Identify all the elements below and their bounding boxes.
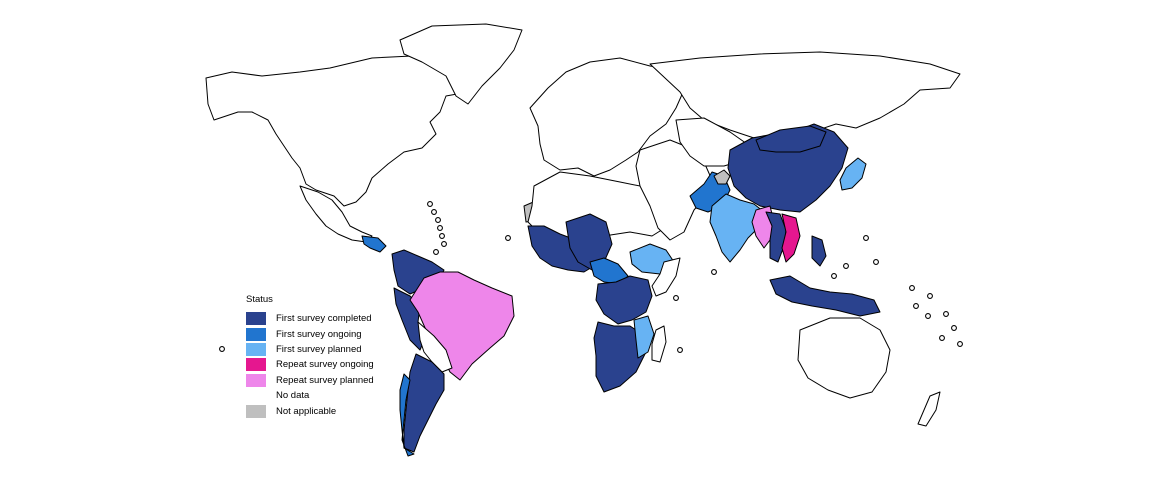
legend-item-repeat-survey-planned: Repeat survey planned [246,373,426,388]
region-india [709,193,765,263]
legend-item-repeat-survey-ongoing: Repeat survey ongoing [246,357,426,372]
legend-swatch [246,312,266,326]
island-marker [939,335,945,341]
island-marker [435,217,441,223]
island-marker [951,325,957,331]
island-marker [427,201,433,207]
region-somalia [651,257,681,297]
region-japan [839,157,867,191]
legend-items: First survey completed First survey ongoi… [246,311,426,419]
small-island-markers [219,201,963,353]
region-greenland [399,23,523,105]
legend-item-first-survey-completed: First survey completed [246,311,426,326]
legend-swatch [246,358,266,372]
legend-swatch [246,327,266,341]
island-marker [441,241,447,247]
map-legend: Status First survey completed First surve… [246,294,426,419]
legend-swatch [246,373,266,387]
region-australia [797,317,891,399]
island-marker [711,269,717,275]
region-brazil [409,271,515,381]
legend-item-first-survey-planned: First survey planned [246,342,426,357]
legend-label: First survey completed [276,313,372,325]
island-marker [927,293,933,299]
legend-label: Repeat survey ongoing [276,359,374,371]
legend-label: First survey planned [276,343,362,355]
island-marker [219,346,225,352]
region-central-america [361,235,387,253]
island-marker [431,209,437,215]
legend-label: Not applicable [276,405,337,417]
region-chile [399,373,415,457]
island-marker [943,311,949,317]
island-marker [863,235,869,241]
island-marker [505,235,511,241]
region-new-zealand [917,391,941,427]
region-mongolia [755,125,827,153]
legend-label: Repeat survey planned [276,374,374,386]
island-marker [913,303,919,309]
island-marker [843,263,849,269]
island-marker [831,273,837,279]
legend-label: First survey ongoing [276,328,362,340]
region-southern-africa [593,321,647,393]
island-marker [437,225,443,231]
island-marker [677,347,683,353]
island-marker [957,341,963,347]
legend-item-first-survey-ongoing: First survey ongoing [246,326,426,341]
region-madagascar [651,325,667,363]
island-marker [909,285,915,291]
island-marker [433,249,439,255]
region-kashmir [713,169,731,185]
legend-title: Status [246,294,273,305]
region-east-africa [595,275,653,325]
legend-item-no-data: No data [246,388,426,403]
island-marker [673,295,679,301]
island-marker [873,259,879,265]
legend-swatch [246,342,266,356]
island-marker [439,233,445,239]
legend-item-not-applicable: Not applicable [246,403,426,418]
legend-label: No data [276,390,310,402]
region-north-america [205,55,475,207]
island-marker [925,313,931,319]
legend-swatch [246,389,266,403]
region-vietnam-cambodia [781,213,801,263]
region-thailand-laos [765,211,787,263]
region-malaysia-indonesia [769,275,881,317]
region-europe [529,57,685,177]
legend-swatch [246,404,266,418]
region-philippines [811,235,827,267]
country-regions [205,23,961,457]
region-mozambique [633,315,655,359]
